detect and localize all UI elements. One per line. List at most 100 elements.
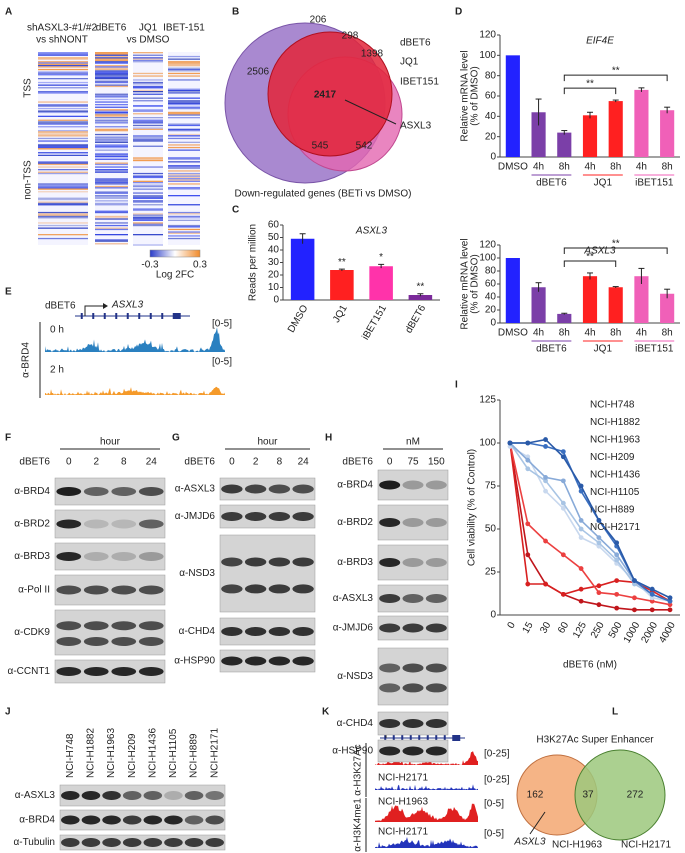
venn-circle xyxy=(574,749,666,841)
blot-band xyxy=(379,663,401,673)
heatmap-stripe xyxy=(133,201,163,203)
lane-label: NCI-H1105 xyxy=(168,728,179,778)
point xyxy=(649,595,655,601)
heatmap-stripe xyxy=(133,159,163,162)
blot-band xyxy=(138,637,164,646)
coverage-track xyxy=(375,837,478,848)
blot-row-label: α-CCNT1 xyxy=(8,666,51,677)
blot-band xyxy=(402,663,424,673)
blot-background xyxy=(219,534,316,613)
coverage-track xyxy=(45,386,225,395)
heatmap-stripe xyxy=(95,185,128,188)
y-tick-label: 120 xyxy=(479,240,496,251)
track-range: [0-5] xyxy=(212,319,232,330)
tss-arrow xyxy=(84,305,103,316)
heatmap-stripe xyxy=(95,197,128,199)
heatmap-stripe xyxy=(95,180,128,182)
y-tick-label: 100 xyxy=(479,438,496,449)
blot-band xyxy=(425,663,447,673)
heatmap-stripe xyxy=(95,122,128,124)
x-tick-label: JQ1 xyxy=(331,303,350,325)
blot-band xyxy=(83,637,109,646)
heatmap-stripe xyxy=(133,140,163,142)
heatmap-stripe xyxy=(133,244,163,246)
heatmap-stripe xyxy=(95,67,128,69)
heatmap-stripe xyxy=(133,75,163,77)
heatmap-column-label: JQ1 xyxy=(139,23,158,34)
heatmap-stripe xyxy=(168,217,200,219)
significance: ** xyxy=(416,281,424,292)
heatmap-stripe xyxy=(95,183,128,185)
heatmap-stripe xyxy=(38,110,88,112)
heatmap-stripe xyxy=(38,119,88,121)
heatmap-stripe xyxy=(38,104,88,106)
heatmap-note: vs DMSO xyxy=(127,35,170,46)
heatmap-stripe xyxy=(133,222,163,224)
lane-label: NCI-H1436 xyxy=(147,728,158,778)
lane-label: 24 xyxy=(146,457,158,468)
blot-band xyxy=(111,621,137,631)
venn-title: H3K27Ac Super Enhancer xyxy=(536,735,654,746)
x-tick-label: 1000 xyxy=(622,620,643,645)
heatmap-stripe xyxy=(168,107,200,110)
heatmap-stripe xyxy=(38,107,88,110)
point xyxy=(614,578,620,583)
line xyxy=(510,442,671,602)
y-tick-label: 0 xyxy=(490,152,496,163)
y-tick-label: 40 xyxy=(485,111,497,122)
blot-band xyxy=(56,552,82,561)
bar xyxy=(582,276,598,323)
point xyxy=(614,557,620,563)
blot-background xyxy=(219,504,316,529)
venn-circle xyxy=(267,31,393,157)
heatmap-stripe xyxy=(133,72,163,75)
blot-header: nM xyxy=(406,437,420,448)
heatmap-stripe xyxy=(168,157,200,159)
heatmap-stripe xyxy=(168,72,200,75)
heatmap-stripe xyxy=(95,234,128,236)
blot-row-label: α-Pol II xyxy=(18,585,50,596)
y-tick-label: 125 xyxy=(479,395,496,406)
heatmap-stripe xyxy=(38,111,88,114)
colorbar-tick: 0.3 xyxy=(193,260,207,271)
y-tick-label: 50 xyxy=(485,524,497,535)
heatmap-stripe xyxy=(133,223,163,225)
heatmap-stripe xyxy=(133,57,163,59)
heatmap-stripe xyxy=(95,158,128,160)
heatmap-header: vs shNONT xyxy=(36,35,88,46)
blot-row-label: α-HSP90 xyxy=(174,656,215,667)
heatmap-column xyxy=(133,52,163,245)
blot-band xyxy=(379,558,401,567)
blot-band xyxy=(83,487,109,496)
group-label: iBET151 xyxy=(635,344,674,355)
blot-band xyxy=(292,656,314,666)
bar xyxy=(557,313,572,323)
heatmap-stripe xyxy=(38,204,88,206)
heatmap-stripe xyxy=(168,61,200,63)
bar xyxy=(660,110,675,157)
heatmap-stripe xyxy=(168,158,200,160)
heatmap-stripe xyxy=(38,61,88,63)
blot-band xyxy=(425,594,447,603)
blot-band xyxy=(83,621,109,631)
heatmap-stripe xyxy=(38,132,88,134)
x-tick-label: 0 xyxy=(506,620,519,631)
heatmap-stripe xyxy=(133,196,163,198)
blot-band xyxy=(268,584,291,594)
x-tick-label: 4000 xyxy=(657,620,678,645)
heatmap-stripe xyxy=(38,72,88,75)
heatmap-stripe xyxy=(133,81,163,84)
heatmap-stripe xyxy=(95,96,128,98)
legend-label: NCI-H1963 xyxy=(590,435,640,446)
heatmap-stripe xyxy=(133,58,163,60)
blot-band xyxy=(402,480,424,490)
x-tick-label: 4h xyxy=(533,162,544,173)
panel-letter: I xyxy=(455,380,458,391)
blot-band xyxy=(56,621,82,631)
blot-band xyxy=(268,656,291,666)
heatmap-stripe xyxy=(133,100,163,102)
heatmap-stripe xyxy=(38,120,88,123)
heatmap-stripe xyxy=(133,180,163,182)
y-tick-label: 0 xyxy=(273,295,279,306)
heatmap-stripe xyxy=(168,97,200,99)
